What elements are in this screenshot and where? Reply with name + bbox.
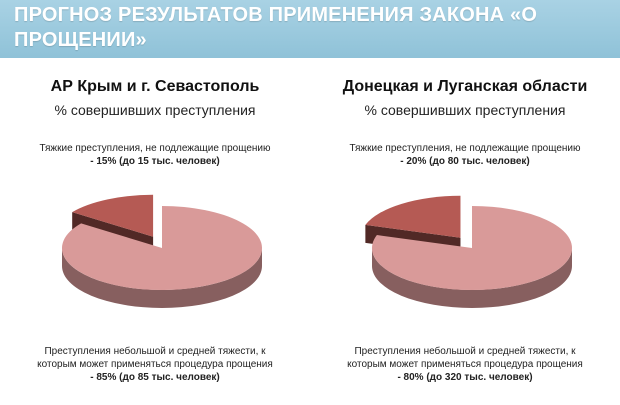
slice-forgivable-top <box>62 206 262 290</box>
slice-forgivable-rim <box>372 248 572 308</box>
large-slice-value: - 80% (до 320 тыс. человек) <box>397 372 533 383</box>
panel-donbas: Донецкая и Луганская области % совершивш… <box>310 58 620 405</box>
slice-forgivable-top <box>372 206 572 291</box>
slice-forgivable <box>372 206 572 308</box>
large-slice-value: - 85% (до 85 тыс. человек) <box>90 372 220 383</box>
large-slice-label: Преступления небольшой и средней тяжести… <box>0 345 310 384</box>
small-slice-text: Тяжкие преступления, не подлежащие проще… <box>349 143 581 154</box>
small-slice-value: - 20% (до 80 тыс. человек) <box>400 156 530 167</box>
pie-chart-crimea <box>62 194 262 308</box>
large-slice-text-1: Преступления небольшой и средней тяжести… <box>44 346 266 357</box>
small-slice-text: Тяжкие преступления, не подлежащие проще… <box>39 143 271 154</box>
region-title: АР Крым и г. Севастополь <box>50 78 260 95</box>
large-slice-text-2: которым может применяться процедура прощ… <box>37 359 273 370</box>
slice-severe-top <box>365 195 461 238</box>
small-slice-value: - 15% (до 15 тыс. человек) <box>90 156 220 167</box>
large-slice-text-1: Преступления небольшой и средней тяжести… <box>354 346 576 357</box>
chart-subtitle: % совершивших преступления <box>364 102 566 118</box>
large-slice-label: Преступления небольшой и средней тяжести… <box>310 345 620 384</box>
small-slice-label: Тяжкие преступления, не подлежащие проще… <box>310 142 620 168</box>
small-slice-label: Тяжкие преступления, не подлежащие проще… <box>0 142 310 168</box>
pie-chart-donbas <box>365 195 572 308</box>
panel-crimea: АР Крым и г. Севастополь % совершивших п… <box>0 58 310 405</box>
header-band: ПРОГНОЗ РЕЗУЛЬТАТОВ ПРИМЕНЕНИЯ ЗАКОНА «О… <box>0 0 620 58</box>
large-slice-text-2: которым может применяться процедура прощ… <box>347 359 583 370</box>
slide-title: ПРОГНОЗ РЕЗУЛЬТАТОВ ПРИМЕНЕНИЯ ЗАКОНА «О… <box>14 4 538 51</box>
slice-severe-top <box>72 194 154 237</box>
slice-forgivable <box>62 206 262 308</box>
chart-subtitle: % совершивших преступления <box>54 102 256 118</box>
region-title: Донецкая и Луганская области <box>342 78 588 95</box>
slice-forgivable-rim <box>62 248 262 308</box>
